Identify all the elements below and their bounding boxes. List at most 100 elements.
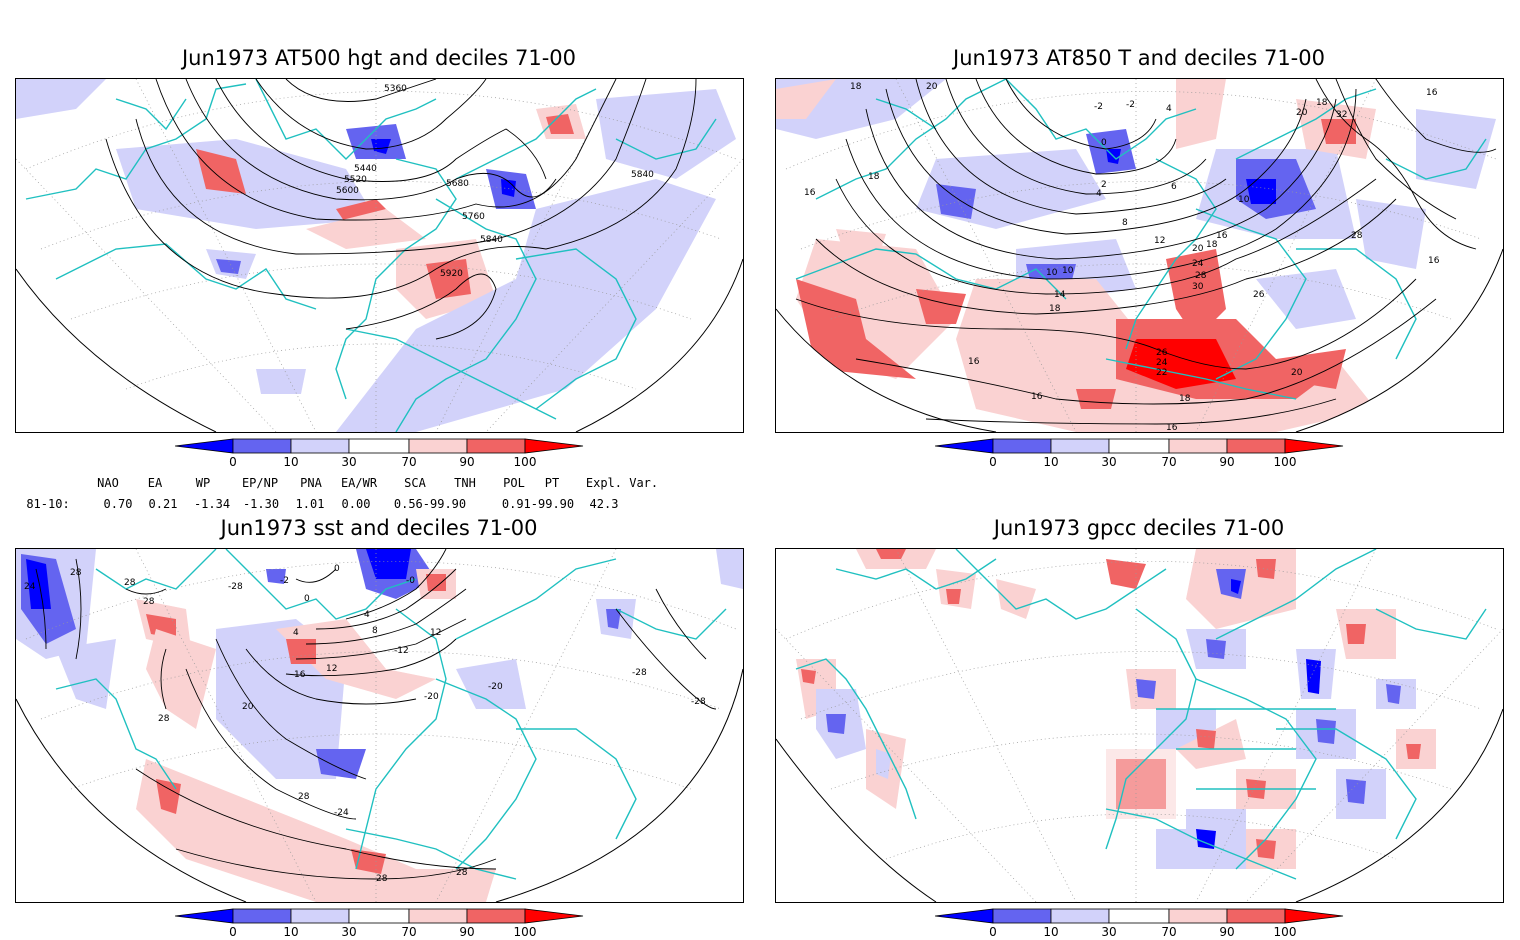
colorbar-tick-label: 30: [341, 925, 357, 939]
panel-title-gpcc: Jun1973 gpcc deciles 71-00: [993, 516, 1285, 540]
contour-label: 20: [242, 702, 254, 712]
colorbar-tick-label: 10: [1043, 925, 1059, 939]
index-header: EP/NP: [241, 476, 279, 490]
colorbar-segment: [992, 908, 1052, 924]
coastlines: [795, 549, 1487, 880]
index-value: 0.70: [103, 497, 133, 511]
colorbar-tick-label: 100: [1273, 925, 1297, 939]
contour-label: 8: [372, 626, 378, 636]
contour-label: -20: [424, 692, 439, 702]
contour-label: 16: [1216, 231, 1228, 241]
colorbar-high-triangle: [1284, 438, 1344, 454]
contour-label: -2: [1126, 100, 1135, 110]
contour-label: 4: [1096, 189, 1102, 199]
contour-label: 28: [376, 874, 388, 884]
colorbar-segment: [1226, 438, 1286, 454]
panel-title-z500: Jun1973 AT500 hgt and deciles 71-00: [181, 46, 576, 70]
contour-label: 12: [326, 664, 337, 674]
contour-label: 0: [334, 564, 340, 574]
index-header: PNA: [300, 476, 322, 490]
colorbar-high-triangle: [524, 438, 584, 454]
contour-label: 28: [456, 868, 468, 878]
colorbar-tick-label: 70: [1161, 925, 1177, 939]
colorbar-tick-label: 90: [459, 925, 475, 939]
colorbar-tick-label: 90: [1219, 455, 1235, 469]
colorbar-tick-label: 30: [1101, 925, 1117, 939]
contour-labels: 18 20 16 18 -2 4 0 2 4 6 8 10 12 16 18 2…: [804, 82, 1440, 432]
contour-label: 4: [364, 610, 370, 620]
colorbar-tick-label: 0: [989, 925, 997, 939]
contour-label: 18: [868, 172, 880, 182]
contour-label: 28: [70, 568, 82, 578]
colorbar-tick-label: 30: [341, 455, 357, 469]
contour-label: 18: [1206, 240, 1218, 250]
contour-label: 5440: [354, 164, 377, 174]
contour-label: 24: [1156, 358, 1168, 368]
contour-label: 16: [968, 357, 980, 367]
graticule: [785, 79, 1497, 432]
panel-title-sst: Jun1973 sst and deciles 71-00: [220, 516, 538, 540]
colorbar-segment: [1050, 438, 1110, 454]
contour-label: 5360: [384, 84, 407, 94]
contour-label: 0: [304, 594, 310, 604]
index-value: 0.56-99.90: [393, 497, 467, 511]
contour-label: 20: [926, 82, 938, 92]
graticule: [776, 549, 1503, 902]
colorbar-tick-label: 0: [229, 925, 237, 939]
contour-label: 32: [1336, 110, 1347, 120]
colorbar-tick-label: 10: [1043, 455, 1059, 469]
contour-labels: 24 28 28 28 -28 -2 0 0 -0 4 4 8 12 16 20…: [24, 564, 706, 884]
colorbar-segment: [1168, 438, 1228, 454]
contour-label: 12: [1154, 236, 1165, 246]
decile-shading: [776, 549, 1503, 902]
colorbar-tick-label: 90: [459, 455, 475, 469]
colorbar-segment: [348, 908, 410, 924]
contour-label: 18: [1179, 394, 1191, 404]
map-panel-t850: 18 20 16 18 -2 4 0 2 4 6 8 10 12 16 18 2…: [775, 78, 1504, 433]
contour-labels: 5360 5440 5520 5600 5680 5760 5840 5840 …: [336, 84, 654, 279]
contour-label: 4: [1166, 104, 1172, 114]
contour-label: 28: [143, 597, 155, 607]
contour-label: 0: [1101, 138, 1107, 148]
colorbar-t850: 0 10 30 70 90 100: [934, 438, 1345, 470]
decile-shading: [16, 79, 743, 432]
contour-label: 4: [293, 628, 299, 638]
contour-label: 5600: [336, 186, 359, 196]
index-header: Expl. Var.: [585, 476, 659, 490]
index-value-row: 81-10: 0.70 0.21 -1.34 -1.30 1.01 0.00 0…: [0, 497, 760, 511]
colorbar-swatches: [174, 908, 584, 924]
index-value: -1.34: [193, 497, 231, 511]
contour-label: -2: [280, 576, 289, 586]
colorbar-segment: [1050, 908, 1110, 924]
contour-label: -28: [691, 697, 706, 707]
colorbar-tick-label: 100: [513, 455, 537, 469]
colorbar-high-triangle: [1284, 908, 1344, 924]
index-header: EA/WR: [340, 476, 378, 490]
contour-label: 5760: [462, 212, 485, 222]
panel-title-t850: Jun1973 AT850 T and deciles 71-00: [953, 46, 1325, 70]
map-panel-sst: 24 28 28 28 -28 -2 0 0 -0 4 4 8 12 16 20…: [15, 548, 744, 903]
contour-label: 20: [1192, 244, 1204, 254]
contour-label: 28: [298, 792, 310, 802]
contour-label: 18: [1049, 304, 1061, 314]
graticule: [16, 79, 743, 432]
contour-label: 26: [1253, 290, 1265, 300]
index-value: 0.21: [148, 497, 178, 511]
graticule: [25, 549, 737, 902]
contour-label: -28: [632, 668, 647, 678]
colorbar-swatches: [934, 908, 1344, 924]
colorbar-high-triangle: [524, 908, 584, 924]
contour-lines: [795, 79, 1497, 425]
colorbar-segment: [232, 908, 292, 924]
contour-label: 24: [24, 582, 36, 592]
contour-label: 28: [158, 714, 170, 724]
contour-label: 30: [1192, 282, 1204, 292]
index-value: -1.30: [242, 497, 280, 511]
colorbar-low-triangle: [934, 438, 994, 454]
index-header-row: NAO EA WP EP/NP PNA EA/WR SCA TNH POL PT…: [0, 476, 760, 490]
contour-label: 18: [1316, 98, 1328, 108]
colorbar-segment: [1226, 908, 1286, 924]
contour-label: 24: [1192, 259, 1204, 269]
coastlines: [55, 549, 727, 880]
colorbar-tick-label: 100: [1273, 455, 1297, 469]
